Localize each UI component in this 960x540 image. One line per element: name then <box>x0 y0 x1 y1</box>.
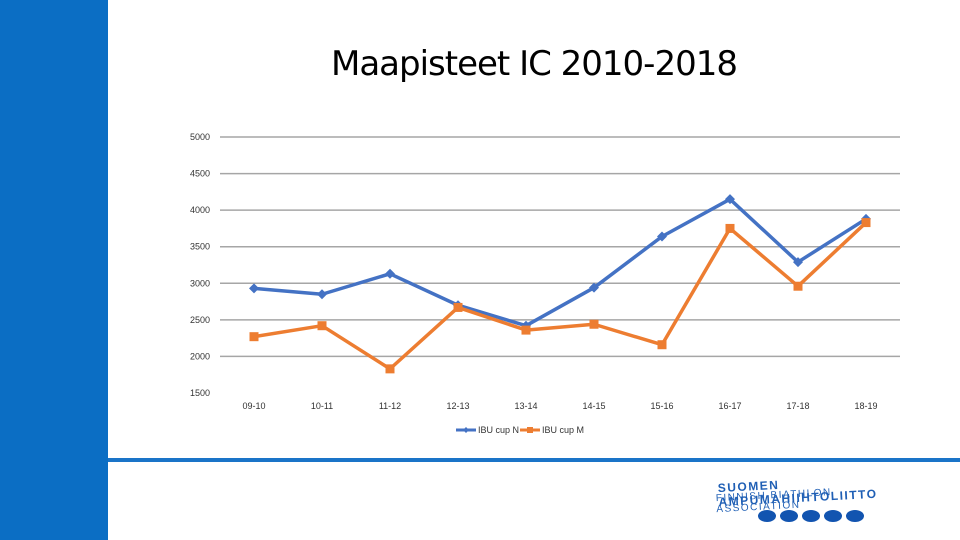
x-tick-label: 10-11 <box>311 401 333 411</box>
data-point-diamond <box>385 268 395 279</box>
legend-label: IBU cup M <box>542 425 584 435</box>
y-tick-label: 3000 <box>190 278 210 288</box>
data-point-square <box>793 281 803 291</box>
chart-series <box>249 194 871 374</box>
y-tick-label: 2500 <box>190 315 210 325</box>
bottom-divider <box>108 458 960 462</box>
x-tick-label: 16-17 <box>718 401 741 411</box>
x-tick-label: 13-14 <box>514 401 537 411</box>
legend-label: IBU cup N <box>478 425 519 435</box>
data-point-square <box>589 319 599 329</box>
x-tick-label: 15-16 <box>650 401 673 411</box>
data-point-square <box>861 218 871 228</box>
data-point-diamond <box>793 257 803 268</box>
y-tick-label: 2000 <box>190 351 210 361</box>
chart-gridlines <box>220 136 900 358</box>
logo-dot <box>846 510 864 522</box>
x-tick-label: 18-19 <box>854 401 877 411</box>
data-point-square <box>725 223 735 233</box>
data-point-diamond <box>589 282 599 293</box>
data-point-square <box>453 302 463 312</box>
x-tick-label: 14-15 <box>582 401 605 411</box>
association-logo: SUOMEN AMPUMAHIIHTOLIITTO FINNISH BIATHL… <box>712 472 912 532</box>
data-point-diamond <box>725 194 735 205</box>
logo-dot <box>824 510 842 522</box>
legend-marker <box>463 427 469 433</box>
y-tick-label: 5000 <box>190 132 210 142</box>
y-axis-ticks: 1500 2000 2500 3000 3500 4000 4500 5000 <box>190 132 210 398</box>
logo-dots <box>758 510 864 522</box>
x-tick-label: 12-13 <box>446 401 469 411</box>
data-point-square <box>317 321 327 331</box>
data-point-square <box>521 325 531 335</box>
series-line <box>253 221 868 371</box>
x-tick-label: 17-18 <box>786 401 809 411</box>
x-axis-ticks: 09-10 10-11 11-12 12-13 13-14 14-15 15-16 16-17… <box>242 401 877 411</box>
left-accent-bar <box>0 0 108 540</box>
y-tick-label: 1500 <box>190 388 210 398</box>
data-point-diamond <box>249 283 259 294</box>
data-point-square <box>657 340 667 350</box>
y-tick-label: 3500 <box>190 242 210 252</box>
y-tick-label: 4000 <box>190 205 210 215</box>
chart-legend: IBU cup N IBU cup M <box>456 425 584 435</box>
x-tick-label: 09-10 <box>242 401 265 411</box>
legend-marker <box>527 427 533 433</box>
data-point-diamond <box>657 231 667 242</box>
data-point-diamond <box>317 289 327 300</box>
data-point-square <box>385 364 395 374</box>
logo-dot <box>780 510 798 522</box>
logo-dot <box>802 510 820 522</box>
logo-dot <box>758 510 776 522</box>
chart-title: Maapisteet IC 2010-2018 <box>331 44 738 84</box>
series-line <box>253 197 867 328</box>
data-point-square <box>249 332 259 342</box>
x-tick-label: 11-12 <box>379 401 401 411</box>
y-tick-label: 4500 <box>190 169 210 179</box>
